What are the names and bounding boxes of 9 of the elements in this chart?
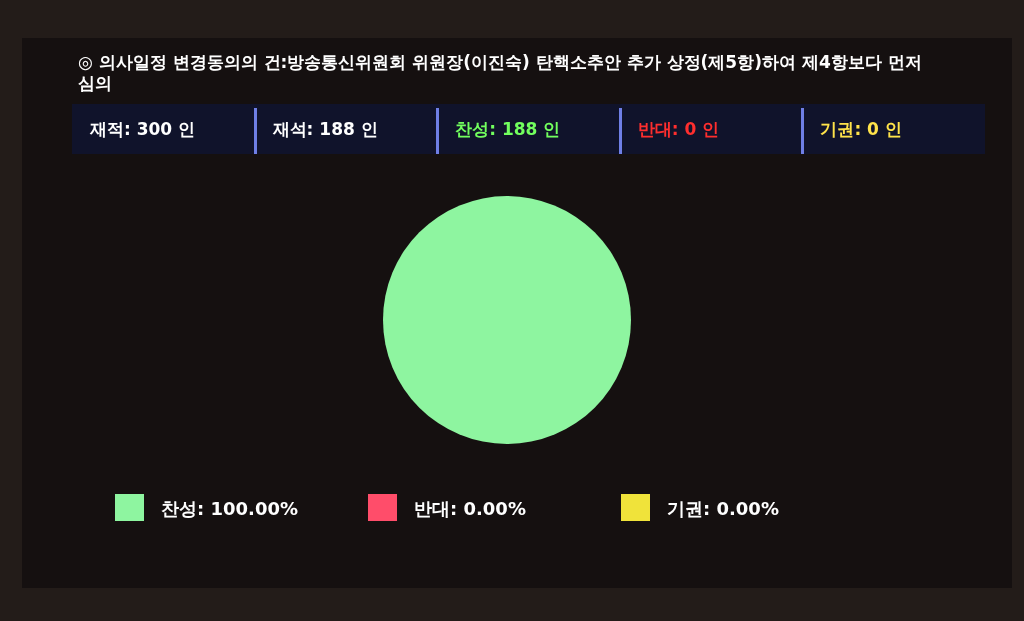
text: 재적: 300 인 [90, 118, 196, 141]
text: 반대: 0 인 [637, 118, 720, 141]
text: 기권: 0 인 [820, 118, 902, 141]
legend-label: 기권: 0.00% [667, 498, 779, 519]
legend-label: 반대: 0.00% [414, 498, 526, 519]
chart-title: ◎ 의사일정 변경동의의 건:방송통신위원회 위원장(이진숙) 탄핵소추안 추가 상정(제5항)하여 제4항보다 먼저 심의 [78, 52, 923, 94]
legend-label: 찬성: 100.00% [161, 498, 298, 519]
text: 찬성: 188 인 [455, 118, 561, 141]
text: 재석: 188 인 [272, 118, 378, 141]
